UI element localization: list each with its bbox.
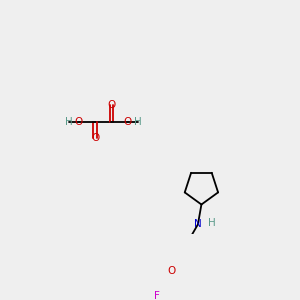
Text: O: O <box>91 133 99 143</box>
Text: O: O <box>124 116 132 127</box>
Text: F: F <box>154 291 160 300</box>
Text: O: O <box>167 266 175 276</box>
Text: H: H <box>134 116 142 127</box>
Text: O: O <box>75 116 83 127</box>
Text: H: H <box>208 218 215 228</box>
Text: O: O <box>107 100 116 110</box>
Text: N: N <box>194 219 202 230</box>
Text: H: H <box>65 116 73 127</box>
